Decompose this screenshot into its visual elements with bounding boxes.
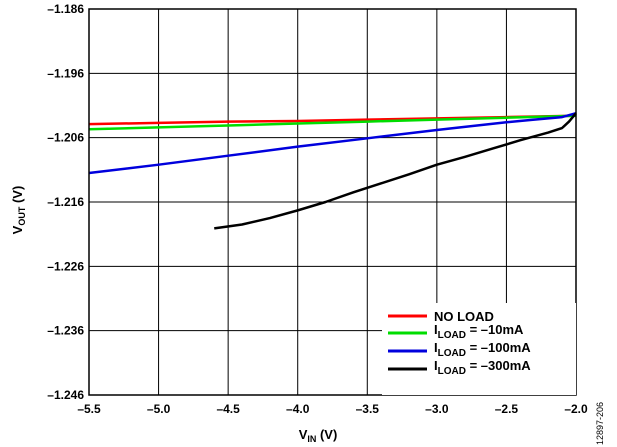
legend-label: NO LOAD <box>434 309 494 324</box>
series-line-2 <box>88 112 577 175</box>
svg-text:NO LOAD: NO LOAD <box>434 309 494 324</box>
legend-label-sub: LOAD <box>438 348 466 359</box>
x-tick-label: –3.0 <box>425 402 449 416</box>
x-tick-label: –5.0 <box>147 402 171 416</box>
y-tick-label: –1.206 <box>47 131 84 145</box>
legend-label-main: I <box>434 358 438 373</box>
svg-text:ILOAD = –100mA: ILOAD = –100mA <box>434 340 531 359</box>
x-axis-label-main: V <box>299 427 308 442</box>
legend-label-main: I <box>434 340 438 355</box>
legend-label-rest: = –10mA <box>466 322 524 337</box>
x-tick-labels: –5.5 –5.0 –4.5 –4.0 –3.5 –3.0 –2.5 –2.0 <box>77 402 588 416</box>
y-axis-label-unit: (V) <box>10 186 25 207</box>
y-tick-label: –1.226 <box>47 259 84 273</box>
plot-frame <box>88 8 577 396</box>
legend-label-main: I <box>434 322 438 337</box>
y-tick-label: –1.196 <box>47 66 84 80</box>
x-tick-label: –5.5 <box>77 402 101 416</box>
x-axis-label-unit: (V) <box>316 427 337 442</box>
legend: NO LOAD ILOAD = –10mA ILOAD = –100mA ILO… <box>382 303 576 395</box>
x-tick-label: –4.0 <box>286 402 310 416</box>
y-axis-label-sub: OUT <box>17 206 27 226</box>
x-tick-label: –4.5 <box>216 402 240 416</box>
y-tick-label: –1.246 <box>47 388 84 402</box>
series-line-3 <box>214 112 577 230</box>
y-tick-label: –1.186 <box>47 2 84 16</box>
series-line-1 <box>88 114 577 131</box>
x-tick-label: –2.0 <box>564 402 588 416</box>
legend-item-100ma: ILOAD = –100mA <box>388 340 531 359</box>
legend-item-300ma: ILOAD = –300mA <box>388 358 531 377</box>
y-tick-label: –1.216 <box>47 195 84 209</box>
series-lines <box>88 112 577 230</box>
legend-item-no-load: NO LOAD <box>388 309 494 324</box>
svg-text:ILOAD = –10mA: ILOAD = –10mA <box>434 322 524 341</box>
y-axis-label: VOUT (V) <box>10 186 27 235</box>
legend-box <box>382 303 576 395</box>
svg-text:ILOAD = –300mA: ILOAD = –300mA <box>434 358 531 377</box>
x-tick-label: –3.5 <box>356 402 380 416</box>
y-axis-label-main: V <box>10 225 25 234</box>
legend-item-10ma: ILOAD = –10mA <box>388 322 524 341</box>
legend-label-sub: LOAD <box>438 330 466 341</box>
x-axis-label: VIN (V) <box>299 427 338 444</box>
x-tick-label: –2.5 <box>495 402 519 416</box>
legend-label-sub: LOAD <box>438 366 466 377</box>
x-axis-label-sub: IN <box>307 434 316 444</box>
legend-label-rest: = –300mA <box>466 358 531 373</box>
figure-id: 12897-206 <box>595 402 605 445</box>
legend-label-rest: = –100mA <box>466 340 531 355</box>
y-tick-labels: –1.186 –1.196 –1.206 –1.216 –1.226 –1.236 –1.2… <box>47 2 84 402</box>
y-tick-label: –1.236 <box>47 324 84 338</box>
